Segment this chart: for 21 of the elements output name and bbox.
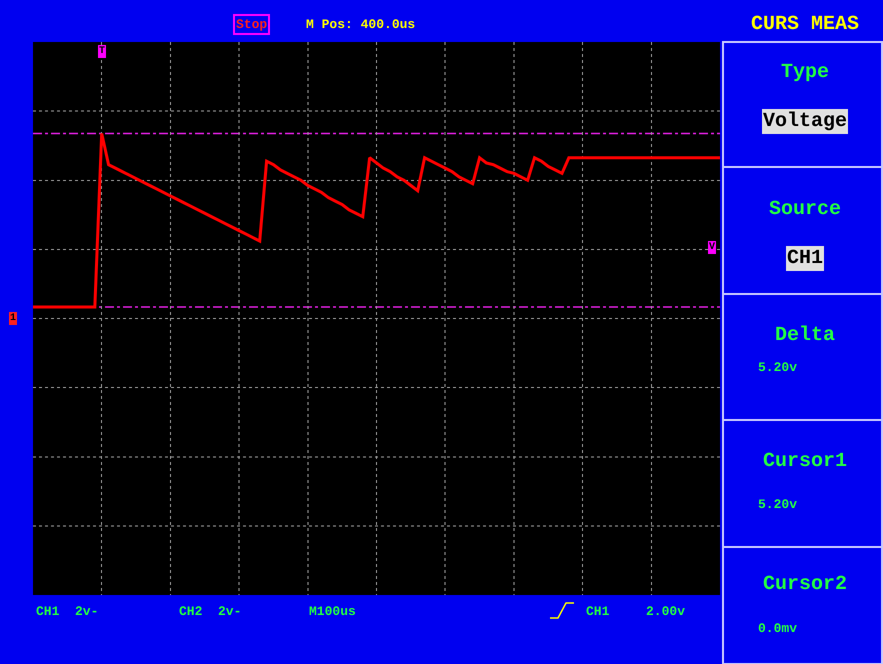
text: 1 [10, 313, 16, 324]
text: CH2 2v- [179, 604, 242, 619]
text: M Pos: 400.0us [306, 17, 416, 32]
annotation: V [709, 242, 716, 253]
text: Type [781, 61, 830, 84]
text: T [99, 46, 106, 57]
text: 5.20v [758, 360, 798, 375]
text: CH1 2v- [36, 604, 98, 619]
text: CH1 [787, 247, 824, 270]
text: 5.20v [758, 497, 798, 512]
text: Voltage [763, 110, 848, 133]
text: Source [769, 198, 842, 221]
text: 0.0mv [758, 621, 798, 636]
text: Delta [775, 324, 836, 347]
text: M100us [309, 604, 356, 619]
text: Stop [236, 17, 268, 32]
text: CH1 [586, 604, 610, 619]
text: Cursor1 [763, 450, 848, 473]
text: 2.00v [646, 604, 686, 619]
text: Cursor2 [763, 573, 848, 596]
text: CURS MEAS [751, 13, 860, 36]
